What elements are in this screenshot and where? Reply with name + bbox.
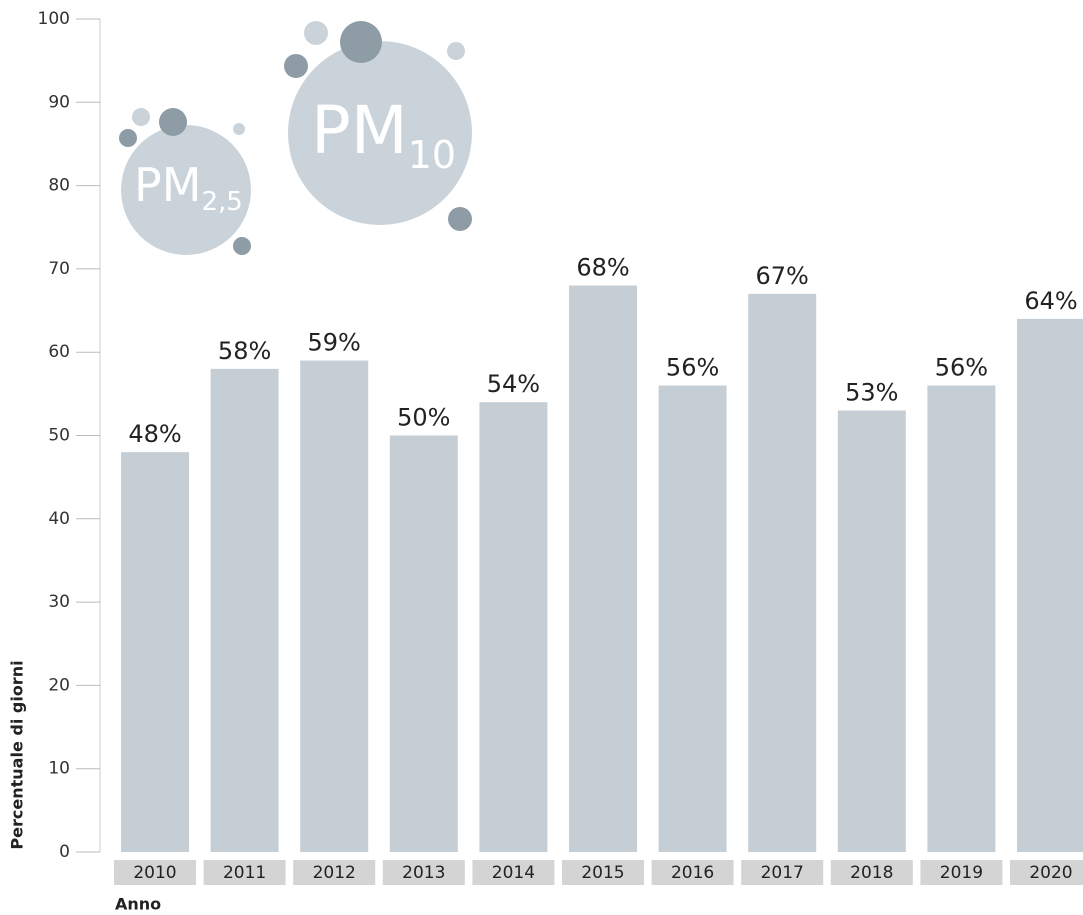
x-tick-label: 2017 <box>761 863 804 883</box>
pm25-label: PM2,5 <box>134 158 243 217</box>
value-label: 67% <box>756 262 809 290</box>
y-tick-label: 90 <box>48 92 70 112</box>
bar <box>837 410 906 852</box>
pm-text: PM <box>134 158 201 212</box>
x-tick-label: 2016 <box>671 863 714 883</box>
value-label: 54% <box>487 370 540 398</box>
x-tick-label: 2018 <box>850 863 893 883</box>
bar <box>479 402 548 852</box>
pm-subscript: 10 <box>408 133 456 177</box>
value-label: 53% <box>845 379 898 407</box>
value-label: 58% <box>218 337 271 365</box>
y-axis-label: Percentuale di giorni <box>8 660 27 849</box>
category-box <box>741 860 824 885</box>
category-box <box>1010 860 1083 885</box>
y-tick-label: 20 <box>48 675 70 695</box>
y-tick-label: 30 <box>48 592 70 612</box>
value-label: 56% <box>666 354 719 382</box>
category-box <box>651 860 734 885</box>
bubble <box>340 21 382 63</box>
category-box <box>920 860 1003 885</box>
category-box <box>472 860 555 885</box>
x-tick-label: 2011 <box>223 863 266 883</box>
category-box <box>203 860 286 885</box>
pm10-label: PM10 <box>311 92 456 176</box>
value-label: 50% <box>397 404 450 432</box>
x-axis-label: Anno <box>115 895 161 914</box>
y-tick-label: 10 <box>48 759 70 779</box>
x-tick-label: 2013 <box>402 863 445 883</box>
bubble <box>233 237 251 255</box>
value-label: 64% <box>1024 287 1077 315</box>
category-box <box>382 860 465 885</box>
y-tick-label: 40 <box>48 509 70 529</box>
category-box <box>293 860 376 885</box>
bubble <box>447 42 465 60</box>
x-tick-label: 2020 <box>1029 863 1072 883</box>
category-box <box>114 860 196 885</box>
bubble <box>132 108 150 126</box>
bubble <box>121 125 251 255</box>
bubble <box>304 21 328 45</box>
bubble <box>159 108 187 136</box>
bar <box>569 285 637 852</box>
value-label: 48% <box>128 420 181 448</box>
x-tick-label: 2012 <box>313 863 356 883</box>
y-tick-label: 80 <box>48 176 70 196</box>
value-label: 68% <box>576 254 629 282</box>
bar <box>927 385 996 852</box>
bubble <box>233 123 245 135</box>
pm-decoration: PM2,5 PM10 <box>119 21 472 255</box>
y-tick-label: 60 <box>48 342 70 362</box>
bar <box>389 435 458 852</box>
x-tick-label: 2019 <box>940 863 983 883</box>
y-tick-label: 50 <box>48 426 70 446</box>
y-tick-label: 70 <box>48 259 70 279</box>
bar <box>300 360 369 852</box>
bubble <box>288 41 472 225</box>
bar <box>658 385 727 852</box>
pm-text: PM <box>311 92 408 169</box>
pm-subscript: 2,5 <box>201 187 242 217</box>
bar <box>748 293 817 852</box>
x-tick-label: 2014 <box>492 863 535 883</box>
bar <box>210 368 279 852</box>
bubble <box>284 54 308 78</box>
bubble <box>119 129 137 147</box>
category-box <box>830 860 913 885</box>
bubble <box>448 207 472 231</box>
bar <box>1017 318 1083 852</box>
x-tick-label: 2010 <box>133 863 176 883</box>
y-tick-label: 0 <box>59 842 70 862</box>
value-label: 56% <box>935 354 988 382</box>
category-box <box>562 860 644 885</box>
y-tick-label: 100 <box>38 9 70 29</box>
value-label: 59% <box>308 329 361 357</box>
x-tick-label: 2015 <box>581 863 624 883</box>
bar <box>121 452 189 852</box>
